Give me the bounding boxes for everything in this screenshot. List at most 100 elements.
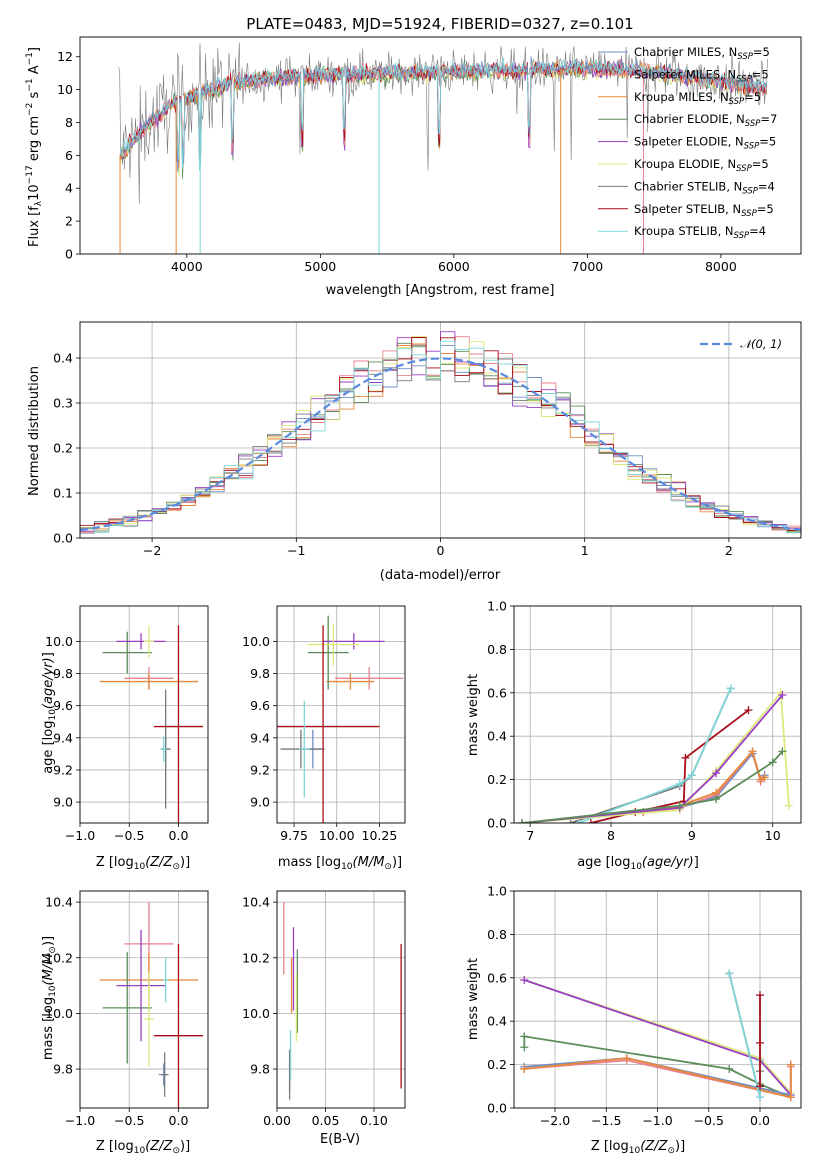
spectrum-title: PLATE=0483, MJD=51924, FIBERID=0327, z=0…: [246, 15, 633, 33]
axes-frame: [513, 605, 802, 824]
age-Z-ylabel: age [log10(age/yr)]: [41, 652, 58, 774]
legend-label-chab_stelib: Chabrier STELIB, NSSP=4: [634, 179, 775, 196]
x-tick-label: −1.0: [65, 1113, 95, 1128]
model-spectrum-chab_miles: [119, 56, 767, 173]
y-tick-label: 9.2: [250, 762, 270, 777]
y-tick-label: 12: [57, 49, 73, 64]
weight-marker-krou_miles: [520, 1064, 529, 1073]
mass-Z-ylabel: mass [log10(M/M⊙)]: [41, 936, 58, 1060]
axes-mass_vs_Z: −1.0 −0.5 0.0 9.8 10.0 10.2 10.4: [45, 890, 209, 1128]
y-tick-label: 10.0: [242, 634, 270, 649]
weights-age-ylabel: mass weight: [466, 674, 481, 756]
y-tick-label: 0.4: [487, 1014, 507, 1029]
weight-line-krou_miles: [524, 1057, 792, 1099]
plot-area-mass_vs_ebv: [283, 902, 402, 1100]
y-tick-label: 10.4: [242, 895, 270, 910]
legend-label-krou_elodie: Kroupa ELODIE, NSSP=5: [634, 157, 769, 174]
x-tick-label: 0.0: [169, 1113, 189, 1128]
weight-line-krou_stelib: [578, 688, 732, 823]
weight-marker-krou_miles: [756, 775, 765, 784]
y-tick-label: 10.2: [242, 950, 270, 965]
y-tick-label: 9.2: [53, 762, 73, 777]
x-tick-label: 7: [526, 828, 534, 843]
legend-label-normal: 𝒩(0, 1): [740, 337, 782, 351]
weight-marker-salp_elodie: [520, 975, 529, 984]
x-tick-label: −0.5: [114, 1113, 144, 1128]
weights-Z-ylabel: mass weight: [466, 958, 481, 1040]
x-tick-label: 9.75: [280, 828, 308, 843]
weight-marker-salp_stelib: [756, 991, 764, 1000]
plot-area-weights_vs_age: [518, 684, 793, 823]
axes-frame: [79, 890, 209, 1109]
y-tick-label: 8: [65, 115, 73, 130]
axes-age_vs_Z: −1.0 −0.5 0.0 9.0 9.2 9.4 9.6 9.8 10.0: [45, 605, 209, 843]
x-tick-label: 0.10: [360, 1113, 388, 1128]
y-tick-label: 2: [65, 214, 73, 229]
y-tick-label: 9.8: [250, 1062, 270, 1077]
x-tick-label: −2.0: [540, 1113, 570, 1128]
weight-marker-salp_stelib: [756, 1038, 764, 1047]
y-tick-label: 10: [57, 82, 73, 97]
y-tick-label: 1.0: [487, 599, 507, 614]
weight-marker-salp_elodie: [712, 769, 721, 778]
weight-marker-krou_elodie: [784, 801, 793, 810]
y-tick-label: 9.0: [250, 795, 270, 810]
weight-marker-krou_miles: [786, 1060, 795, 1069]
x-tick-label: 8000: [705, 259, 737, 274]
weight-marker-salp_elodie: [778, 690, 787, 699]
y-tick-label: 0.2: [487, 1057, 507, 1072]
legend-label-krou_miles: Kroupa MILES, NSSP=5: [634, 90, 761, 107]
weight-line-salp_elodie: [522, 694, 784, 823]
y-tick-label: 0.2: [487, 772, 507, 787]
spectrum-legend: Chabrier MILES, NSSP=5 Salpeter MILES, NS…: [598, 45, 777, 241]
y-tick-label: 0.8: [487, 927, 507, 942]
x-tick-label: −1.0: [642, 1113, 672, 1128]
x-tick-label: 10.00: [319, 828, 355, 843]
weight-marker-krou_stelib: [675, 779, 684, 788]
y-tick-label: 9.0: [53, 795, 73, 810]
x-tick-label: 10: [765, 828, 781, 843]
plot-area-age_vs_mass: [277, 615, 404, 823]
weight-marker-krou_miles: [786, 1093, 795, 1102]
weight-marker-salp_stelib: [586, 819, 595, 823]
weight-line-krou_stelib: [728, 973, 761, 1098]
normal-curve: [80, 357, 801, 532]
axes-mass_vs_ebv: 0.00 0.05 0.10 9.8 10.0 10.2 10.4: [242, 890, 406, 1128]
y-tick-label: 0.4: [53, 351, 73, 366]
x-tick-label: 2: [725, 543, 733, 558]
weight-marker-krou_stelib: [726, 684, 735, 693]
x-tick-label: 0.0: [169, 828, 189, 843]
weight-marker-chab_elodie: [520, 1032, 529, 1041]
x-tick-label: −0.5: [114, 828, 144, 843]
y-tick-label: 0.1: [53, 486, 73, 501]
legend-label-salp_stelib: Salpeter STELIB, NSSP=5: [634, 202, 774, 219]
weight-marker-chab_elodie: [768, 758, 777, 767]
x-tick-label: 0.00: [263, 1113, 291, 1128]
y-tick-label: 0.8: [487, 642, 507, 657]
y-tick-label: 9.4: [250, 730, 270, 745]
y-tick-label: 0: [65, 247, 73, 262]
age-Z-xlabel: Z [log10(Z/Z⊙)]: [96, 855, 190, 872]
plot-area-age_vs_Z: [99, 625, 204, 823]
axes-frame: [79, 605, 209, 824]
weight-marker-salp_stelib: [681, 753, 690, 762]
weights-Z-xlabel: Z [log10(Z/Z⊙)]: [591, 1139, 685, 1156]
weight-marker-chab_elodie: [712, 795, 721, 804]
weights-age-xlabel: age [log10(age/yr)]: [577, 855, 699, 872]
y-tick-label: 10.2: [45, 950, 73, 965]
y-tick-label: 0.6: [487, 970, 507, 985]
legend-label-salp_miles: Salpeter MILES, NSSP=5: [634, 67, 769, 84]
weight-marker-chab_elodie: [725, 1064, 734, 1073]
x-tick-label: 0.05: [312, 1113, 340, 1128]
y-tick-label: 9.4: [53, 730, 73, 745]
axes-weights_vs_Z: −2.0 −1.5 −1.0 −0.5 0.0 0.0 0.2 0.4 0.6 0.8 1.0: [487, 884, 802, 1128]
residuals-ylabel: Normed distribution: [27, 366, 42, 496]
weight-marker-chab_elodie: [518, 819, 527, 823]
weight-marker-krou_stelib: [687, 771, 696, 780]
weight-marker-krou_stelib: [574, 819, 583, 823]
y-tick-label: 0.0: [53, 531, 73, 546]
mass-Z-xlabel: Z [log10(Z/Z⊙)]: [96, 1139, 190, 1156]
weight-marker-salp_stelib: [744, 706, 753, 715]
x-tick-label: 9: [688, 828, 696, 843]
